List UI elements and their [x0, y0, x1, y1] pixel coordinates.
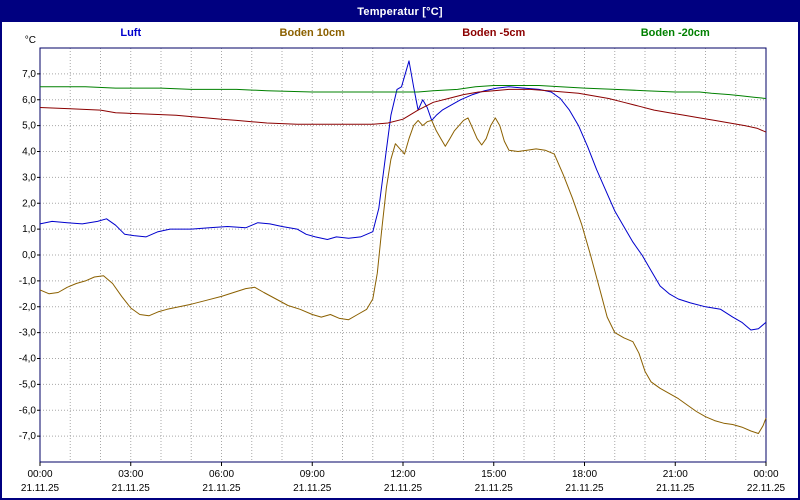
legend-item-luft: Luft — [120, 27, 142, 39]
series-boden-20cm-line — [40, 85, 767, 99]
y-axis-unit: °C — [25, 35, 36, 46]
x-tick-time: 09:00 — [300, 469, 325, 480]
x-tick-date: 21.11.25 — [384, 483, 423, 494]
y-tick-label: 6,0 — [22, 95, 36, 106]
x-tick-time: 18:00 — [572, 469, 597, 480]
x-tick-date: 21.11.25 — [21, 483, 60, 494]
y-tick-label: -1,0 — [19, 276, 37, 287]
series-boden-10cm-line — [39, 117, 767, 434]
x-axis-labels: 00:00 21.11.25 03:00 21.11.25 06:00 21.11.25 0… — [21, 462, 786, 494]
x-tick-time: 15:00 — [481, 469, 506, 480]
x-tick-time: 03:00 — [118, 469, 143, 480]
y-tick-label: -4,0 — [19, 354, 37, 365]
x-tick-time: 00:00 — [753, 469, 778, 480]
y-tick-label: -3,0 — [19, 328, 37, 339]
legend-item-boden-5cm: Boden -5cm — [462, 27, 526, 39]
series-boden-5cm-line — [39, 88, 767, 133]
title-bar: Temperatur [°C] — [2, 2, 798, 22]
y-tick-label: 0,0 — [22, 250, 36, 261]
x-tick-date: 21.11.25 — [475, 483, 514, 494]
legend-item-boden-10cm: Boden 10cm — [279, 27, 345, 39]
series-luft-line — [39, 60, 767, 331]
x-tick-date: 21.11.25 — [202, 483, 241, 494]
plot-area — [39, 47, 767, 463]
y-tick-label: 3,0 — [22, 172, 36, 183]
x-tick-date: 21.11.25 — [565, 483, 604, 494]
x-tick-date: 22.11.25 — [747, 483, 786, 494]
x-tick-date: 21.11.25 — [656, 483, 695, 494]
x-tick-time: 06:00 — [209, 469, 234, 480]
y-tick-label: 5,0 — [22, 121, 36, 132]
y-tick-label: -5,0 — [19, 379, 37, 390]
y-tick-label: -6,0 — [19, 405, 37, 416]
y-tick-label: -2,0 — [19, 302, 37, 313]
grid-lines — [40, 48, 766, 462]
window-title: Temperatur [°C] — [357, 6, 443, 18]
x-tick-time: 00:00 — [27, 469, 52, 480]
y-tick-label: 2,0 — [22, 198, 36, 209]
y-tick-label: 7,0 — [22, 69, 36, 80]
y-axis-labels: °C 7,0 6,0 5,0 4,0 3,0 2,0 1,0 0,0 -1,0 -2,0 -3,0 -4… — [19, 35, 40, 442]
x-tick-time: 12:00 — [390, 469, 415, 480]
x-tick-date: 21.11.25 — [293, 483, 332, 494]
y-tick-label: -7,0 — [19, 431, 37, 442]
y-tick-label: 1,0 — [22, 224, 36, 235]
legend: Luft Boden 10cm Boden -5cm Boden -20cm — [40, 27, 766, 43]
x-tick-time: 21:00 — [663, 469, 688, 480]
legend-item-boden-20cm: Boden -20cm — [640, 27, 710, 39]
y-tick-label: 4,0 — [22, 147, 36, 158]
x-tick-date: 21.11.25 — [112, 483, 151, 494]
